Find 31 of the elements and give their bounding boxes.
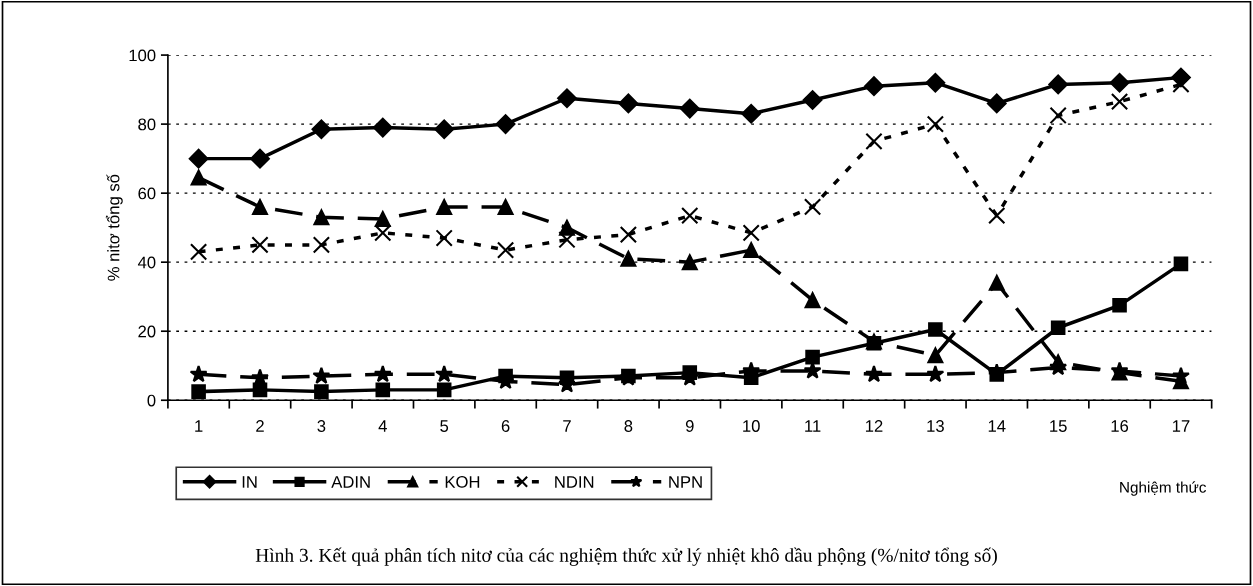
x-tick-label: 15 — [1050, 420, 1067, 432]
x-tick-label: 7 — [563, 420, 571, 432]
y-tick-label: 60 — [138, 187, 156, 200]
x-tick-label: 6 — [501, 420, 510, 432]
x-axis-title: Nghiệm thức — [1120, 481, 1207, 496]
legend-label: ADIN — [331, 476, 370, 488]
x-tick-label: 11 — [805, 420, 821, 432]
legend-label: IN — [242, 476, 257, 488]
x-tick-label: 12 — [865, 420, 883, 432]
x-tick-label: 1 — [195, 420, 203, 432]
y-tick-label: 100 — [129, 49, 156, 62]
x-tick-label: 5 — [440, 420, 449, 432]
y-tick-label: 20 — [138, 325, 156, 338]
y-tick-label: 40 — [137, 256, 156, 269]
text: Hình 3. Kết quả phân tích nitơ của các nghiệm thức xử lý nhiệt khô dầu phộng (%/nitơ tổng số) — [255, 547, 997, 566]
x-tick-label: 17 — [1172, 420, 1190, 432]
x-tick-label: 2 — [256, 420, 264, 432]
legend-label: NDIN — [555, 476, 594, 488]
x-tick-label: 13 — [927, 420, 944, 432]
y-tick-label: 80 — [138, 118, 156, 131]
x-tick-label: 4 — [378, 420, 387, 432]
x-tick-label: 10 — [743, 420, 760, 432]
x-tick-label: 3 — [317, 420, 326, 432]
x-tick-label: 14 — [988, 420, 1006, 432]
legend-label: NPN — [669, 476, 702, 488]
y-axis-title: % nitơ tổng số — [105, 174, 123, 281]
legend-label: KOH — [445, 476, 480, 488]
y-tick-label: 0 — [147, 394, 156, 407]
x-tick-label: 16 — [1111, 420, 1129, 432]
x-tick-label: 9 — [685, 420, 694, 432]
x-tick-label: 8 — [624, 420, 633, 432]
